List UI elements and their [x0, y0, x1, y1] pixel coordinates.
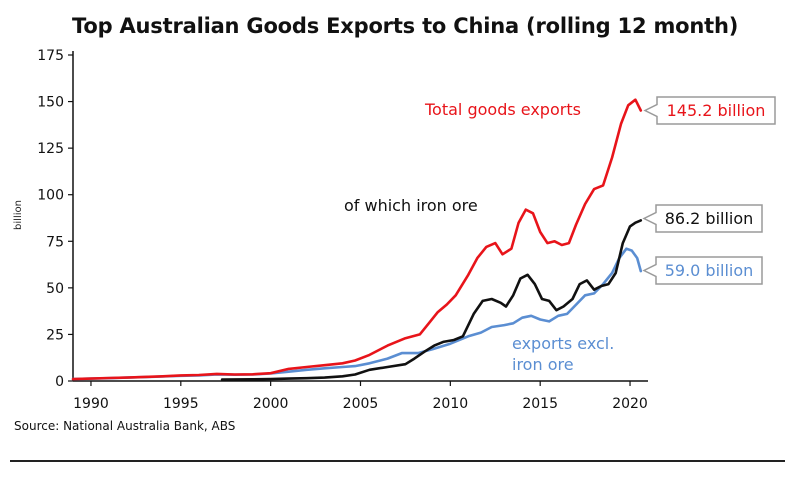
- series-annotation: of which iron ore: [344, 196, 478, 215]
- series-line: [220, 219, 643, 381]
- series-annotation: iron ore: [512, 355, 574, 374]
- y-tick-label: 0: [55, 374, 64, 390]
- callout-box: [642, 256, 763, 285]
- y-axis-label: billion: [13, 200, 24, 230]
- callout-label: 145.2 billion: [667, 101, 766, 120]
- x-tick-label: 2000: [253, 396, 289, 412]
- y-tick-label: 125: [37, 141, 64, 157]
- series-annotation: Total goods exports: [424, 100, 581, 119]
- callout-label: 86.2 billion: [665, 209, 754, 228]
- x-tick-label: 1990: [73, 396, 109, 412]
- series-annotation: exports excl.: [512, 334, 614, 353]
- x-tick-label: 2005: [343, 396, 379, 412]
- y-tick-label: 75: [46, 234, 64, 250]
- y-tick-label: 25: [46, 327, 64, 343]
- callout-label: 59.0 billion: [665, 261, 754, 280]
- x-tick-label: 2015: [522, 396, 558, 412]
- y-tick-label: 100: [37, 188, 64, 204]
- x-tick-label: 1995: [163, 396, 199, 412]
- x-tick-label: 2010: [433, 396, 469, 412]
- callout-box: [642, 204, 763, 233]
- y-tick-label: 50: [46, 281, 64, 297]
- x-tick-label: 2020: [612, 396, 648, 412]
- axes: 0 25 50 75 100 125 150 175 1990 1995 2000 2005 2010 2…: [37, 48, 648, 412]
- bottom-divider: [10, 460, 785, 462]
- annotations: Total goods exports of which iron ore expo…: [344, 96, 776, 374]
- source-note: Source: National Australia Bank, ABS: [14, 419, 236, 433]
- y-tick-label: 150: [37, 95, 64, 111]
- series-layer: [71, 98, 643, 381]
- series-line: [71, 98, 643, 381]
- y-tick-label: 175: [37, 48, 64, 64]
- chart-title: Top Australian Goods Exports to China (r…: [72, 14, 739, 38]
- callout-box: [643, 96, 776, 125]
